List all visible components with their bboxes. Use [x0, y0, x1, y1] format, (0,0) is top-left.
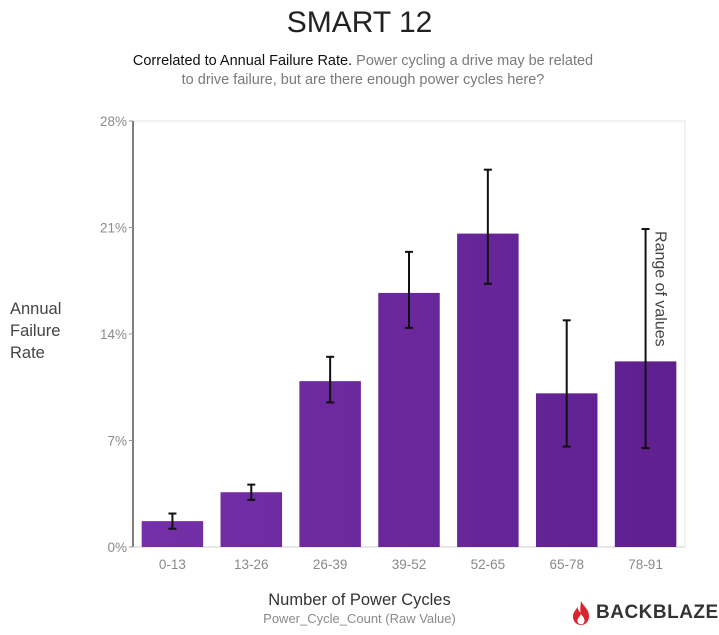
x-axis-label: Number of Power Cycles — [268, 591, 451, 609]
y-axis-label: Annual Failure Rate — [10, 298, 90, 364]
y-tick-label: 7% — [107, 434, 127, 449]
range-annotation: Range of values — [652, 231, 669, 347]
chart-subtitle: Correlated to Annual Failure Rate. Power… — [128, 52, 598, 90]
x-tick-label: 65-78 — [549, 557, 584, 572]
bar — [299, 381, 361, 547]
brand-name: BACKBLAZE — [596, 602, 719, 623]
backblaze-logo: BACKBLAZE — [570, 600, 719, 626]
chart-title: SMART 12 — [286, 6, 433, 39]
x-tick-label: 26-39 — [313, 557, 348, 572]
x-tick-label: 52-65 — [471, 557, 506, 572]
x-tick-label: 39-52 — [392, 557, 427, 572]
y-axis-label-line: Failure — [10, 322, 61, 340]
y-axis-label-line: Rate — [10, 344, 45, 362]
y-axis-label-line: Annual — [10, 300, 62, 318]
flame-icon — [573, 601, 589, 625]
y-tick-label: 28% — [100, 114, 127, 129]
bar — [378, 292, 440, 547]
x-tick-label: 13-26 — [234, 557, 269, 572]
bar — [457, 233, 519, 548]
y-tick-label: 0% — [107, 540, 127, 555]
x-axis-sublabel: Power_Cycle_Count (Raw Value) — [263, 611, 456, 626]
subtitle-rest: Power cycling a drive may be related to … — [181, 53, 594, 88]
x-tick-label: 78-91 — [628, 557, 663, 572]
subtitle-lead: Correlated to Annual Failure Rate. — [132, 53, 353, 69]
y-tick-label: 14% — [100, 327, 127, 342]
y-tick-label: 21% — [100, 221, 127, 236]
bar — [220, 492, 283, 547]
x-tick-label: 0-13 — [159, 557, 186, 572]
